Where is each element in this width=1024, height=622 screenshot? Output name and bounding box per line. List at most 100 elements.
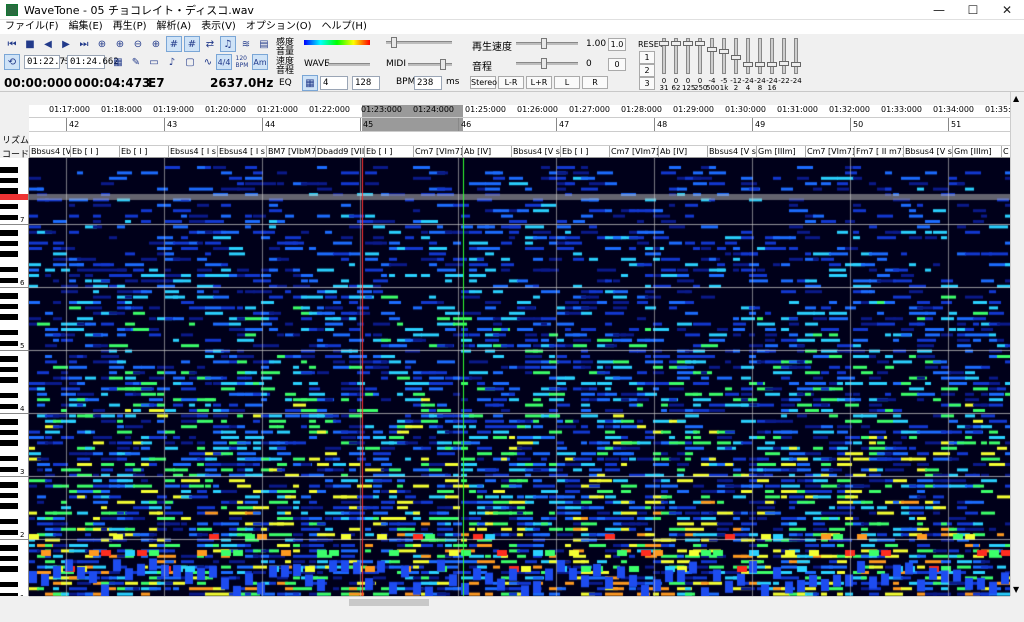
eq-band-thumb[interactable] (695, 41, 705, 46)
black-key[interactable] (0, 456, 18, 462)
loop-end-field[interactable]: 01:24.662 (67, 55, 119, 69)
pen-icon[interactable]: ✎ (131, 56, 141, 68)
menu-options[interactable]: オプション(O) (245, 21, 312, 32)
black-key[interactable] (0, 314, 18, 320)
eq-preset-1[interactable]: 1 (639, 51, 655, 64)
rewind-icon[interactable]: ⏮ (7, 38, 17, 50)
grid-icon[interactable]: # (166, 36, 182, 52)
rhythm-row[interactable] (29, 132, 1010, 146)
black-key[interactable] (0, 519, 18, 525)
book-icon[interactable]: ▤ (259, 38, 269, 50)
bpm-field[interactable]: 238 (414, 76, 442, 90)
chord-label[interactable]: Cm7 [VIm7] (805, 146, 854, 157)
sensitivity-thumb[interactable] (391, 37, 397, 48)
loop-start-field[interactable]: 01:22.737 (24, 55, 76, 69)
black-key[interactable] (0, 582, 18, 588)
black-key[interactable] (0, 482, 18, 488)
menu-analyze[interactable]: 解析(A) (156, 21, 192, 32)
eq-band-thumb[interactable] (779, 60, 789, 66)
black-key[interactable] (0, 592, 18, 596)
eq-band-thumb[interactable] (743, 62, 753, 67)
chord-label[interactable]: Eb [ I ] (364, 146, 413, 157)
scroll-up-icon[interactable]: ▲ (1013, 94, 1020, 103)
vertical-scrollbar[interactable]: ▲ ▼ (1010, 92, 1024, 596)
playback-speed-thumb[interactable] (541, 38, 547, 49)
chord-label[interactable]: Ab [IV] (462, 146, 511, 157)
black-key[interactable] (0, 214, 18, 220)
menu-file[interactable]: ファイル(F) (5, 21, 59, 32)
step-back-icon[interactable]: ◀ (44, 38, 52, 50)
eq-band-thumb[interactable] (791, 62, 801, 67)
eq-band-slider[interactable] (770, 38, 774, 74)
metronome-icon[interactable]: ▦ (302, 75, 318, 91)
black-key[interactable] (0, 503, 18, 509)
midi-volume-thumb[interactable] (440, 59, 446, 70)
scroll-down-icon[interactable]: ▼ (1013, 585, 1020, 594)
black-key[interactable] (0, 177, 18, 184)
chord-label[interactable]: Ab [IV] (658, 146, 707, 157)
black-key[interactable] (0, 529, 18, 535)
chord-label[interactable]: Bbsus4 [V s (511, 146, 560, 157)
chord-label[interactable]: Cm7 [VIm7] (609, 146, 658, 157)
eq-band-thumb[interactable] (719, 48, 729, 54)
eq-band-thumb[interactable] (671, 41, 681, 46)
pitch-thumb[interactable] (541, 58, 547, 69)
playback-speed-reset[interactable]: 1.0 (608, 38, 626, 51)
horizontal-scrollbar[interactable] (29, 596, 1010, 608)
chord-label[interactable]: BM7 [VIbM7 (266, 146, 315, 157)
black-key[interactable] (0, 240, 18, 247)
eq-band-slider[interactable] (698, 38, 702, 74)
black-key[interactable] (0, 267, 18, 273)
piano-keyboard[interactable]: 7 6 5 4 3 2 1 (0, 158, 29, 596)
note-icon[interactable]: ♪ (168, 56, 176, 68)
spectrogram-canvas[interactable] (29, 158, 1010, 596)
eq-band-thumb[interactable] (767, 62, 777, 67)
eq-reset-label[interactable]: RESET (638, 40, 664, 49)
eq-band-slider[interactable] (746, 38, 750, 74)
pitch-reset[interactable]: 0 (608, 58, 626, 71)
wave-volume-slider[interactable] (328, 63, 370, 66)
chord-label[interactable]: Gm [IIIm] (952, 146, 1001, 157)
meter-button[interactable]: 4/4 (216, 54, 232, 70)
fast-forward-icon[interactable]: ⏭ (79, 38, 89, 50)
loop-icon[interactable]: ⟲ (4, 54, 20, 70)
time-ruler[interactable]: 01:17:000 01:18:000 01:19:000 01:20:000 01:2… (29, 105, 1010, 118)
black-key[interactable] (0, 545, 18, 551)
square-icon[interactable]: ▢ (185, 56, 195, 68)
menu-play[interactable]: 再生(P) (112, 21, 147, 32)
rect-icon[interactable]: ▭ (149, 56, 159, 68)
menu-help[interactable]: ヘルプ(H) (321, 21, 367, 32)
wave-icon[interactable]: ∿ (203, 56, 213, 68)
l-plus-r-button[interactable]: L+R (526, 76, 552, 89)
eq-band-slider[interactable] (662, 38, 666, 74)
marker-icon[interactable]: ▦ (113, 56, 123, 68)
key-button[interactable]: Am (252, 54, 268, 70)
black-key[interactable] (0, 277, 18, 283)
chord-label[interactable]: C (1001, 146, 1010, 157)
chord-label[interactable]: Fm7 [ II m7] (854, 146, 903, 157)
play-icon[interactable]: ▶ (62, 38, 70, 50)
eq-band-slider[interactable] (686, 38, 690, 74)
black-key[interactable] (0, 377, 18, 383)
right-button[interactable]: R (582, 76, 608, 89)
eq-band-slider[interactable] (782, 38, 786, 74)
chord-label[interactable]: Dbadd9 [VIIb (315, 146, 364, 157)
chord-label[interactable]: Gm [IIIm] (756, 146, 805, 157)
eq-band-thumb[interactable] (659, 41, 669, 46)
black-key[interactable] (0, 419, 18, 425)
spectrogram[interactable] (29, 158, 1010, 596)
black-key[interactable] (0, 440, 18, 446)
chord-label[interactable]: Eb [ I ] (119, 146, 168, 157)
eq-band-thumb[interactable] (707, 47, 717, 52)
waveform-icon[interactable]: ≋ (241, 38, 251, 50)
pitch-slider[interactable] (516, 62, 578, 65)
midi-volume-slider[interactable] (408, 63, 452, 66)
bpm-button[interactable]: 120 BPM (235, 55, 249, 69)
eq-preset-3[interactable]: 3 (639, 77, 655, 90)
chord-label[interactable]: Eb [ I ] (560, 146, 609, 157)
menu-view[interactable]: 表示(V) (201, 21, 236, 32)
swap-icon[interactable]: ⇄ (205, 38, 215, 50)
selection-band[interactable] (362, 105, 463, 117)
zoom-in-h-icon[interactable]: ⊕ (115, 38, 125, 50)
black-key[interactable] (0, 366, 18, 373)
